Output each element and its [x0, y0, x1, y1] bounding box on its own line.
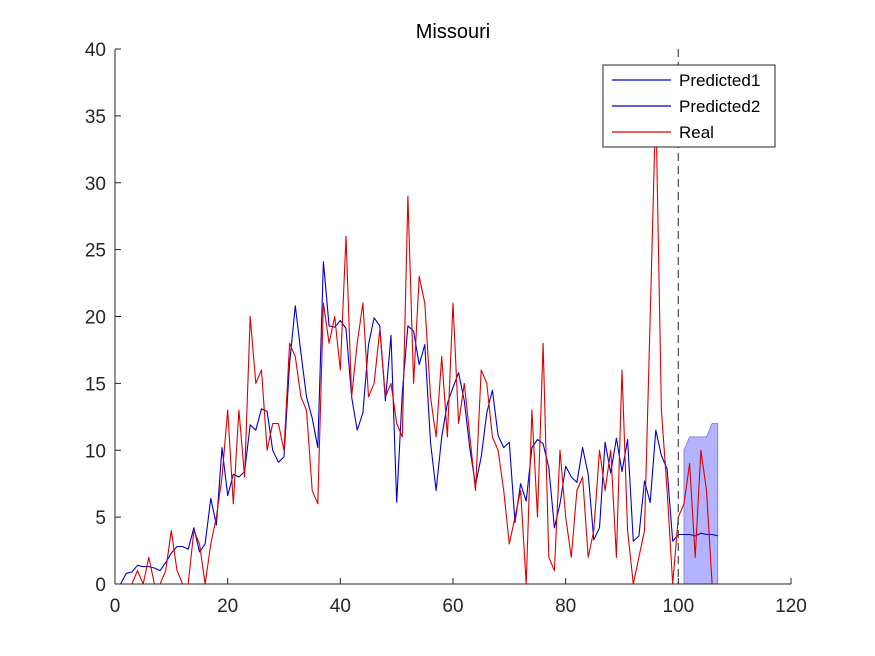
y-tick-label: 30 — [85, 174, 106, 195]
x-tick-label: 100 — [662, 596, 694, 617]
y-tick-label: 10 — [85, 441, 106, 462]
real-line — [120, 101, 713, 585]
y-tick-label: 5 — [95, 508, 106, 529]
prediction-interval-band — [683, 423, 719, 585]
y-tick-label: 25 — [85, 241, 106, 262]
x-tick-label: 0 — [110, 596, 121, 617]
x-tick-label: 80 — [555, 596, 576, 617]
predicted2-line — [678, 532, 718, 537]
y-tick-label: 35 — [85, 107, 106, 128]
legend: Predicted1 Predicted2 Real — [602, 64, 776, 148]
x-tick-label: 20 — [217, 596, 238, 617]
x-tick-label: 120 — [775, 596, 807, 617]
y-tick-label: 0 — [95, 575, 106, 596]
legend-label-predicted2: Predicted2 — [679, 97, 760, 116]
legend-label-predicted1: Predicted1 — [679, 71, 760, 90]
predicted1-line — [120, 261, 679, 585]
axes: 0 20 40 60 80 100 120 0 5 10 15 20 25 30 35 40 — [85, 40, 807, 617]
y-tick-label: 20 — [85, 308, 106, 329]
legend-label-real: Real — [679, 123, 714, 142]
y-tick-label: 40 — [85, 40, 106, 61]
prediction-band-area — [683, 423, 719, 585]
x-tick-label: 60 — [442, 596, 463, 617]
chart-title: Missouri — [416, 21, 490, 43]
x-tick-label: 40 — [330, 596, 351, 617]
y-tick-label: 15 — [85, 374, 106, 395]
series-lines — [120, 101, 718, 585]
